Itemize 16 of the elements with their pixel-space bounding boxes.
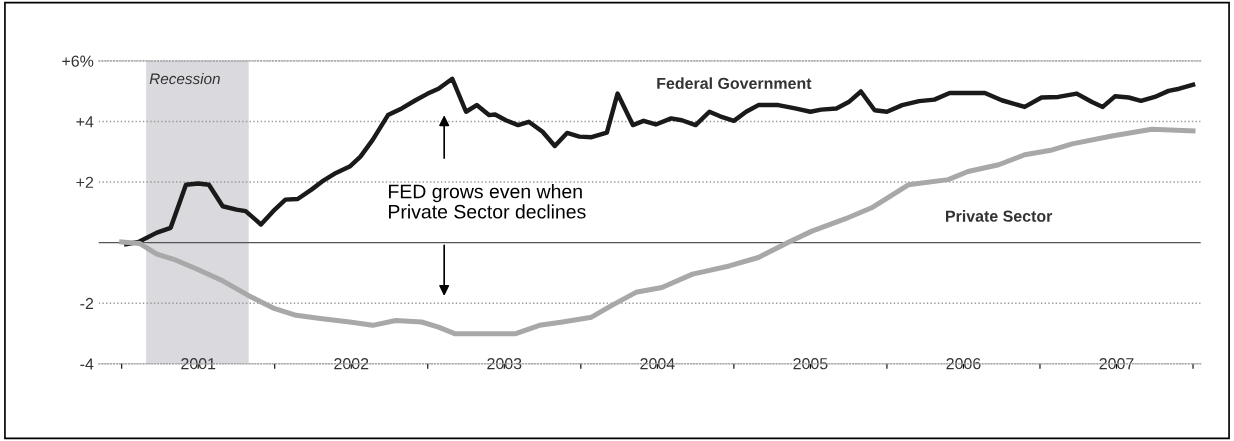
x-tick-label: 2004 bbox=[640, 358, 675, 370]
y-tick-label: -4 bbox=[80, 358, 94, 370]
x-tick-label: 2006 bbox=[946, 358, 981, 370]
y-tick-label: -2 bbox=[80, 297, 94, 310]
y-tick-label: +4 bbox=[76, 116, 94, 128]
x-tick-label: 2007 bbox=[1099, 358, 1134, 370]
y-tick-label: +6% bbox=[62, 55, 94, 67]
x-tick-label: 2003 bbox=[487, 358, 522, 370]
x-tick-label: 2001 bbox=[181, 358, 216, 370]
series-label: Federal Government bbox=[657, 77, 812, 90]
y-tick-label: +2 bbox=[76, 176, 94, 188]
annotation: FED grows even when Private Sector declines bbox=[389, 184, 586, 219]
band-label: Recession bbox=[149, 72, 220, 85]
x-tick-label: 2002 bbox=[334, 358, 369, 370]
series-label: Private Sector bbox=[946, 210, 1053, 222]
x-tick-label: 2005 bbox=[793, 358, 828, 370]
